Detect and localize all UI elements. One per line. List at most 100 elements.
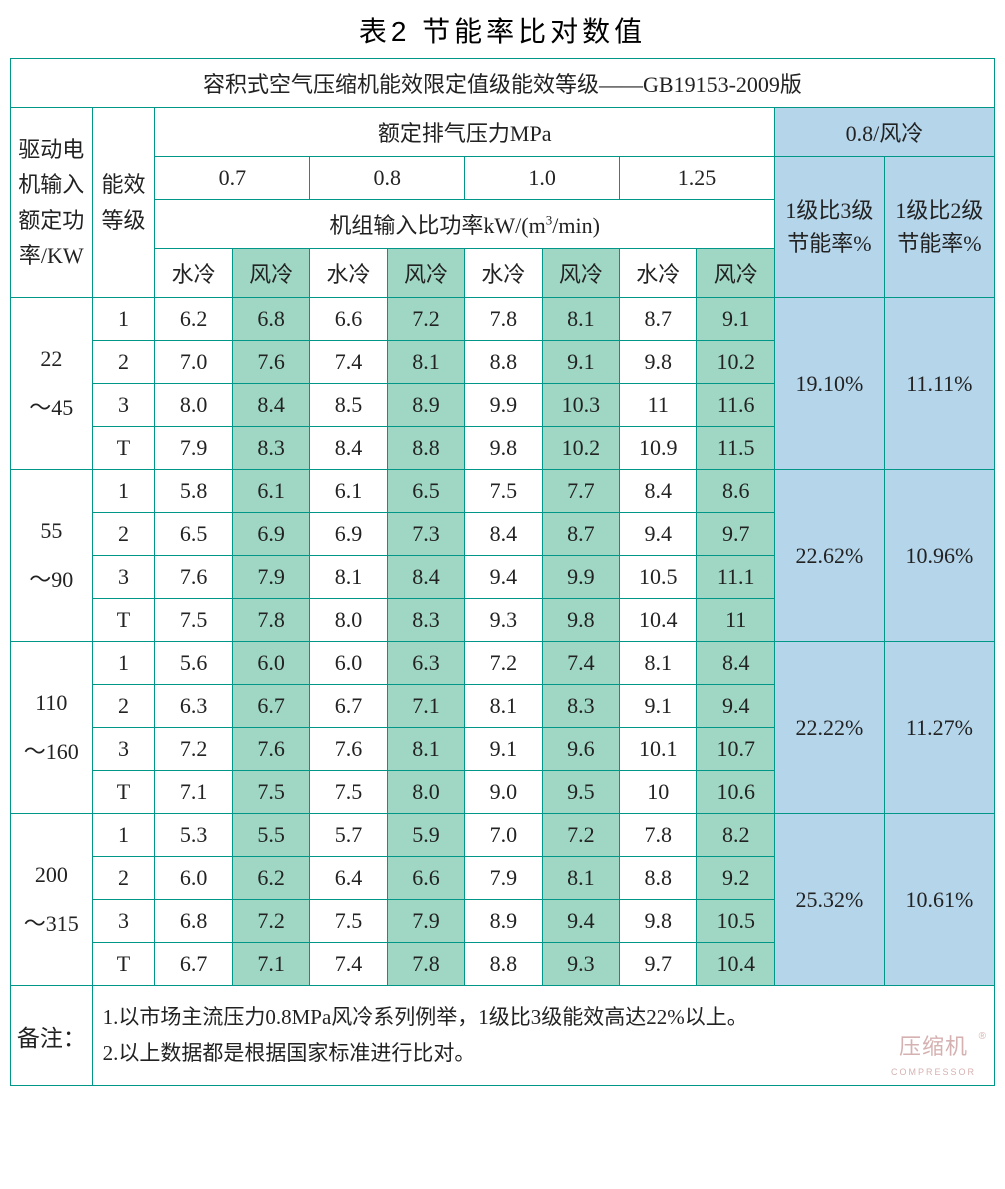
data-cell: 8.8 (465, 943, 542, 986)
pct-1v3: 22.22% (774, 642, 884, 814)
level-cell: 3 (92, 556, 155, 599)
data-cell: 8.1 (387, 728, 464, 771)
power-range: 22～45 (11, 298, 93, 470)
data-cell: 6.5 (387, 470, 464, 513)
note-line-1: 1.以市场主流压力0.8MPa风冷系列例举，1级比3级能效高达22%以上。 (103, 1000, 984, 1036)
hdr-cool-water: 水冷 (155, 249, 232, 298)
data-cell: 7.8 (232, 599, 309, 642)
hdr-cool-air: 风冷 (697, 249, 774, 298)
data-cell: 7.8 (465, 298, 542, 341)
data-cell: 8.3 (387, 599, 464, 642)
data-cell: 10.1 (620, 728, 697, 771)
data-cell: 7.6 (232, 341, 309, 384)
power-range: 55～90 (11, 470, 93, 642)
data-cell: 11.6 (697, 384, 774, 427)
data-cell: 9.3 (465, 599, 542, 642)
data-cell: 7.6 (155, 556, 232, 599)
data-cell: 8.4 (697, 642, 774, 685)
data-cell: 8.8 (387, 427, 464, 470)
level-cell: 1 (92, 642, 155, 685)
level-cell: 2 (92, 513, 155, 556)
energy-table: 容积式空气压缩机能效限定值级能效等级——GB19153-2009版 驱动电机输入… (10, 58, 995, 1086)
data-cell: 11.5 (697, 427, 774, 470)
data-cell: 8.9 (465, 900, 542, 943)
level-cell: T (92, 943, 155, 986)
data-cell: 9.8 (542, 599, 619, 642)
hdr-cool-air: 风冷 (232, 249, 309, 298)
hdr-p-3: 1.25 (620, 157, 775, 200)
data-cell: 5.9 (387, 814, 464, 857)
data-cell: 9.3 (542, 943, 619, 986)
data-cell: 8.0 (155, 384, 232, 427)
data-cell: 8.4 (310, 427, 387, 470)
data-cell: 5.7 (310, 814, 387, 857)
data-cell: 5.8 (155, 470, 232, 513)
data-cell: 7.5 (310, 771, 387, 814)
level-cell: T (92, 599, 155, 642)
data-cell: 7.5 (232, 771, 309, 814)
data-cell: 6.4 (310, 857, 387, 900)
level-cell: 1 (92, 298, 155, 341)
data-cell: 8.0 (387, 771, 464, 814)
data-cell: 9.4 (542, 900, 619, 943)
data-cell: 9.8 (465, 427, 542, 470)
data-cell: 9.8 (620, 341, 697, 384)
data-cell: 9.2 (697, 857, 774, 900)
data-cell: 6.0 (155, 857, 232, 900)
data-cell: 9.6 (542, 728, 619, 771)
pct-1v3: 19.10% (774, 298, 884, 470)
hdr-p-2: 1.0 (465, 157, 620, 200)
data-cell: 8.6 (697, 470, 774, 513)
data-cell: 11 (620, 384, 697, 427)
data-cell: 6.1 (232, 470, 309, 513)
pct-1v2: 11.11% (884, 298, 994, 470)
data-cell: 9.8 (620, 900, 697, 943)
data-cell: 8.3 (542, 685, 619, 728)
data-cell: 9.4 (620, 513, 697, 556)
data-cell: 6.9 (232, 513, 309, 556)
data-cell: 7.1 (232, 943, 309, 986)
data-cell: 9.1 (697, 298, 774, 341)
data-cell: 10.2 (697, 341, 774, 384)
data-cell: 6.3 (155, 685, 232, 728)
banner-row: 容积式空气压缩机能效限定值级能效等级——GB19153-2009版 (11, 59, 995, 108)
data-cell: 10 (620, 771, 697, 814)
data-cell: 9.7 (620, 943, 697, 986)
pct-1v2: 10.96% (884, 470, 994, 642)
watermark: 压缩机® COMPRESSOR (891, 1036, 976, 1079)
data-cell: 8.1 (620, 642, 697, 685)
data-cell: 7.5 (155, 599, 232, 642)
data-cell: 6.7 (155, 943, 232, 986)
data-cell: 8.4 (232, 384, 309, 427)
data-cell: 6.2 (155, 298, 232, 341)
pct-1v2: 11.27% (884, 642, 994, 814)
data-cell: 6.8 (155, 900, 232, 943)
data-cell: 7.2 (387, 298, 464, 341)
data-cell: 8.2 (697, 814, 774, 857)
level-cell: 3 (92, 900, 155, 943)
level-cell: 3 (92, 384, 155, 427)
data-cell: 7.9 (232, 556, 309, 599)
data-cell: 6.8 (232, 298, 309, 341)
level-cell: 2 (92, 685, 155, 728)
data-cell: 7.0 (465, 814, 542, 857)
hdr-p-1: 0.8 (310, 157, 465, 200)
hdr-level: 能效等级 (92, 108, 155, 298)
data-cell: 8.9 (387, 384, 464, 427)
data-cell: 10.6 (697, 771, 774, 814)
data-cell: 10.4 (697, 943, 774, 986)
data-cell: 8.7 (542, 513, 619, 556)
data-cell: 7.6 (232, 728, 309, 771)
data-cell: 8.5 (310, 384, 387, 427)
data-cell: 8.1 (387, 341, 464, 384)
level-cell: 2 (92, 341, 155, 384)
data-cell: 7.4 (310, 943, 387, 986)
data-cell: 7.8 (387, 943, 464, 986)
data-cell: 6.0 (232, 642, 309, 685)
data-cell: 8.4 (387, 556, 464, 599)
level-cell: 1 (92, 814, 155, 857)
level-cell: 2 (92, 857, 155, 900)
hdr-pct-1v3: 1级比3级节能率% (774, 157, 884, 298)
data-cell: 11.1 (697, 556, 774, 599)
data-cell: 8.1 (542, 298, 619, 341)
